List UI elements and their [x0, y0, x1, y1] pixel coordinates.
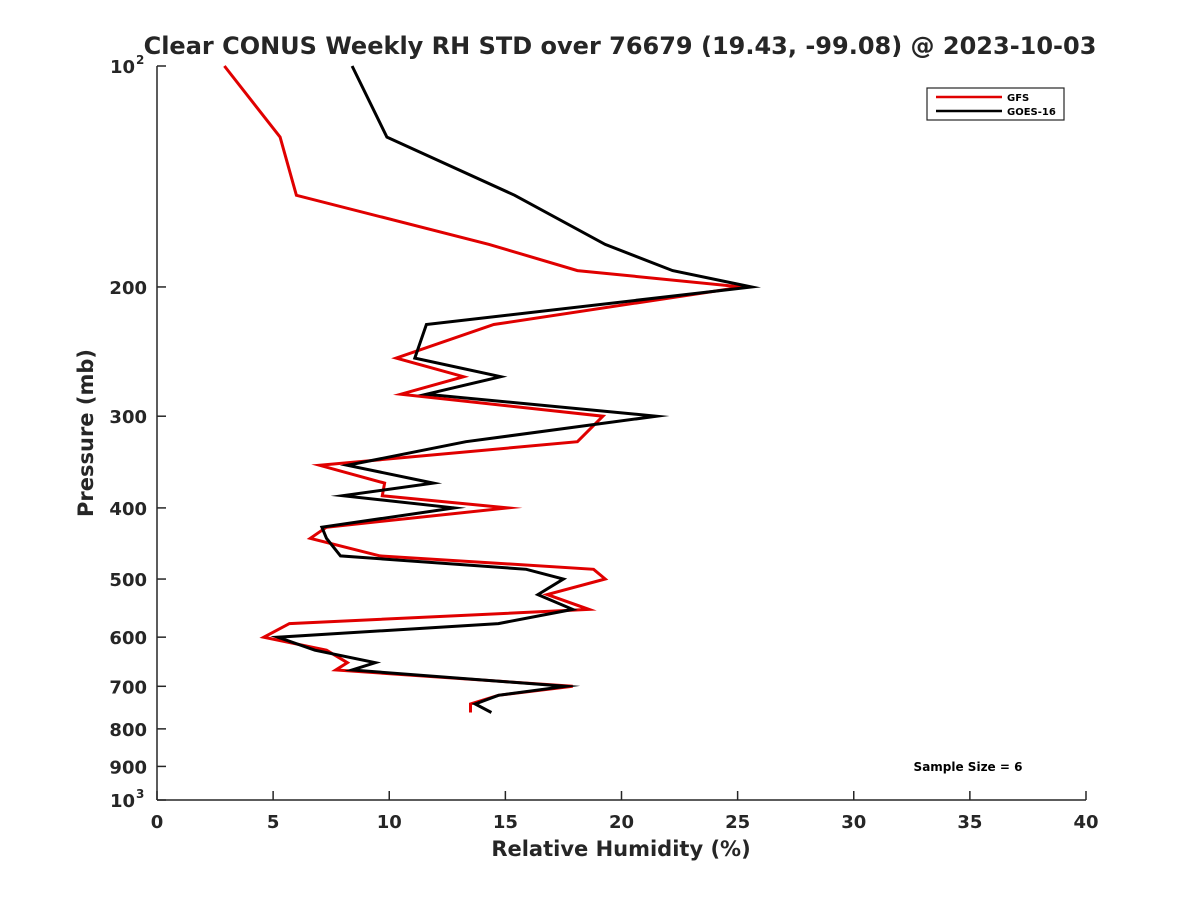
- sample-size-annotation: Sample Size = 6: [914, 760, 1023, 774]
- y-tick-label: 700: [109, 677, 147, 698]
- y-tick-label: 10: [110, 57, 135, 78]
- y-tick-label: 300: [109, 407, 147, 428]
- x-axis-label: Relative Humidity (%): [491, 837, 750, 861]
- x-tick-label: 25: [725, 812, 750, 833]
- legend: GFS GOES-16: [926, 87, 1065, 121]
- x-tick-label: 35: [957, 812, 982, 833]
- y-tick-exponent: 2: [136, 53, 144, 67]
- y-tick-label: 800: [109, 720, 147, 741]
- legend-label: GFS: [1007, 93, 1029, 104]
- x-tick-label: 10: [377, 812, 402, 833]
- x-tick-label: 20: [609, 812, 634, 833]
- series-layer: [223, 65, 762, 714]
- x-tick-label: 15: [493, 812, 518, 833]
- y-axis-label: Pressure (mb): [74, 349, 98, 517]
- x-tick-label: 30: [841, 812, 866, 833]
- x-tick-label: 0: [151, 812, 164, 833]
- x-tick-label: 5: [267, 812, 280, 833]
- legend-items: GFS GOES-16: [936, 93, 1056, 118]
- y-tick-base: 10: [110, 791, 135, 812]
- y-tick-label: 600: [109, 628, 147, 649]
- y-tick-label: 900: [109, 757, 147, 778]
- legend-label: GOES-16: [1007, 107, 1056, 118]
- series-line-goes-16: [270, 65, 762, 714]
- legend-box: [926, 87, 1065, 121]
- y-tick-base: 10: [110, 57, 135, 78]
- x-ticks: 0 5 10 15 20 25 30 35 40: [151, 791, 1099, 833]
- y-tick-label: 400: [109, 499, 147, 520]
- y-tick-label: 10: [110, 791, 135, 812]
- x-tick-label: 40: [1073, 812, 1098, 833]
- y-tick-label: 200: [109, 278, 147, 299]
- chart-title: Clear CONUS Weekly RH STD over 76679 (19…: [144, 32, 1097, 60]
- y-tick-label: 500: [109, 570, 147, 591]
- y-tick-exponent: 3: [136, 787, 144, 801]
